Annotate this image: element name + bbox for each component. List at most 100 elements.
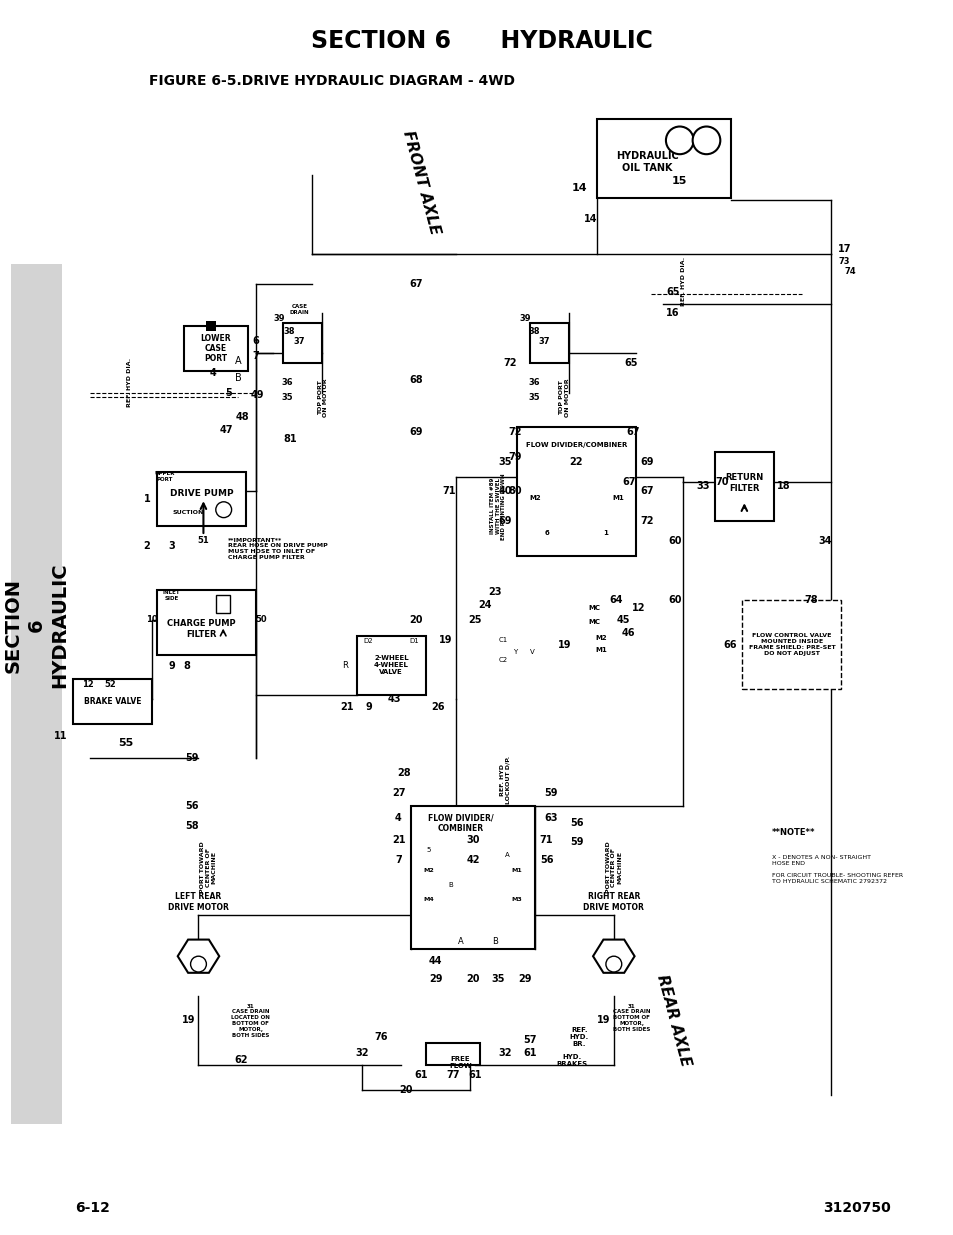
Text: 35: 35 — [281, 393, 293, 401]
Text: 58: 58 — [185, 821, 198, 831]
Text: 66: 66 — [723, 640, 737, 650]
Text: 77: 77 — [446, 1070, 460, 1079]
Text: 21: 21 — [392, 836, 406, 846]
Text: 3: 3 — [169, 541, 175, 551]
Text: 60: 60 — [668, 536, 681, 546]
Text: 70: 70 — [715, 477, 729, 487]
Text: 18: 18 — [777, 482, 790, 492]
Text: 14: 14 — [583, 215, 597, 225]
Text: 39: 39 — [518, 314, 530, 322]
Text: 32: 32 — [497, 1049, 511, 1058]
Text: 20: 20 — [466, 974, 479, 984]
Text: B: B — [448, 882, 453, 888]
Text: 34: 34 — [817, 536, 830, 546]
Text: 12: 12 — [631, 603, 644, 613]
Text: 48: 48 — [235, 412, 249, 422]
Text: FIGURE 6-5.DRIVE HYDRAULIC DIAGRAM - 4WD: FIGURE 6-5.DRIVE HYDRAULIC DIAGRAM - 4WD — [149, 74, 515, 88]
Text: 7: 7 — [253, 351, 259, 361]
Text: 71: 71 — [441, 487, 456, 496]
Text: 23: 23 — [488, 588, 501, 598]
Text: 36: 36 — [528, 378, 540, 387]
Text: M3: M3 — [511, 898, 521, 903]
Text: A: A — [504, 852, 509, 858]
Text: 61: 61 — [414, 1070, 427, 1079]
Text: 60: 60 — [668, 595, 681, 605]
Bar — [206, 321, 215, 331]
Text: 67: 67 — [640, 487, 654, 496]
Text: 56: 56 — [539, 856, 553, 866]
Text: 69: 69 — [640, 457, 654, 467]
Polygon shape — [177, 940, 219, 973]
Text: **IMPORTANT**
REAR HOSE ON DRIVE PUMP
MUST HOSE TO INLET OF
CHARGE PUMP FILTER: **IMPORTANT** REAR HOSE ON DRIVE PUMP MU… — [228, 537, 328, 559]
Text: 62: 62 — [234, 1055, 248, 1065]
Text: MC: MC — [587, 605, 599, 611]
Circle shape — [215, 501, 232, 517]
Text: 35: 35 — [497, 457, 511, 467]
Text: RETURN
FILTER: RETURN FILTER — [724, 473, 762, 493]
Text: BRAKE VALVE: BRAKE VALVE — [84, 697, 141, 706]
Bar — [714, 452, 773, 521]
Text: 31
CASE DRAIN
BOTTOM OF
MOTOR,
BOTH SIDES: 31 CASE DRAIN BOTTOM OF MOTOR, BOTH SIDE… — [612, 1004, 650, 1032]
Text: 74: 74 — [843, 268, 855, 277]
Text: 68: 68 — [409, 374, 422, 384]
Text: 72: 72 — [508, 427, 521, 437]
Text: 19: 19 — [438, 635, 452, 645]
Text: 37: 37 — [538, 337, 550, 346]
Text: LEFT REAR
DRIVE MOTOR: LEFT REAR DRIVE MOTOR — [168, 892, 229, 911]
Text: 7: 7 — [395, 856, 402, 866]
Text: 73: 73 — [838, 257, 849, 267]
Text: SECTION 6      HYDRAULIC: SECTION 6 HYDRAULIC — [311, 30, 653, 53]
Text: 19: 19 — [182, 1015, 195, 1025]
Bar — [157, 472, 246, 526]
Text: R: R — [341, 661, 348, 669]
Text: HYDRAULIC
OIL TANK: HYDRAULIC OIL TANK — [616, 152, 679, 173]
Bar — [72, 679, 152, 724]
Text: 59: 59 — [570, 837, 583, 847]
Text: V: V — [530, 648, 535, 655]
Text: 27: 27 — [393, 788, 406, 798]
Text: 65: 65 — [624, 358, 638, 368]
Text: D1: D1 — [409, 637, 418, 643]
Text: 38: 38 — [283, 327, 294, 336]
Text: 15: 15 — [671, 175, 687, 186]
Text: A: A — [457, 937, 463, 946]
Text: RIGHT REAR
DRIVE MOTOR: RIGHT REAR DRIVE MOTOR — [583, 892, 643, 911]
Text: 55: 55 — [118, 737, 133, 747]
Bar — [184, 326, 248, 370]
Text: 39: 39 — [274, 314, 285, 322]
Text: SECTION
6
HYDRAULIC: SECTION 6 HYDRAULIC — [3, 562, 70, 688]
Text: 72: 72 — [640, 516, 654, 526]
Text: 20: 20 — [409, 615, 422, 625]
Circle shape — [191, 956, 206, 972]
Bar — [356, 636, 425, 695]
Text: M2: M2 — [528, 495, 540, 501]
Bar — [157, 590, 255, 655]
Text: 28: 28 — [397, 768, 411, 778]
Text: 45: 45 — [617, 615, 630, 625]
Text: 4: 4 — [394, 813, 401, 823]
Text: PORT TOWARD
CENTER OF
MACHINE: PORT TOWARD CENTER OF MACHINE — [200, 841, 216, 893]
Text: 35: 35 — [491, 974, 504, 984]
Text: 78: 78 — [804, 595, 818, 605]
Text: 20: 20 — [399, 1084, 413, 1094]
Text: FLOW DIVIDER/COMBINER: FLOW DIVIDER/COMBINER — [525, 442, 626, 448]
Text: 3120750: 3120750 — [822, 1202, 890, 1215]
Text: 63: 63 — [544, 813, 558, 823]
Text: 69: 69 — [409, 427, 422, 437]
Text: 6: 6 — [253, 336, 259, 346]
Text: C1: C1 — [497, 637, 507, 642]
Text: **NOTE**: **NOTE** — [771, 829, 815, 837]
Text: A: A — [234, 356, 241, 366]
Text: REF. HYD
LOCKOUT D/P.: REF. HYD LOCKOUT D/P. — [499, 756, 510, 804]
Text: M1: M1 — [611, 495, 623, 501]
Text: 67: 67 — [409, 279, 422, 289]
Text: 5: 5 — [426, 847, 431, 853]
Text: 56: 56 — [570, 818, 583, 827]
Text: 61: 61 — [468, 1070, 481, 1079]
Text: M2: M2 — [595, 635, 606, 641]
Text: 81: 81 — [283, 433, 297, 445]
Text: 1: 1 — [603, 530, 608, 536]
Text: M2: M2 — [423, 868, 434, 873]
Bar — [597, 119, 730, 198]
Text: 32: 32 — [355, 1049, 368, 1058]
